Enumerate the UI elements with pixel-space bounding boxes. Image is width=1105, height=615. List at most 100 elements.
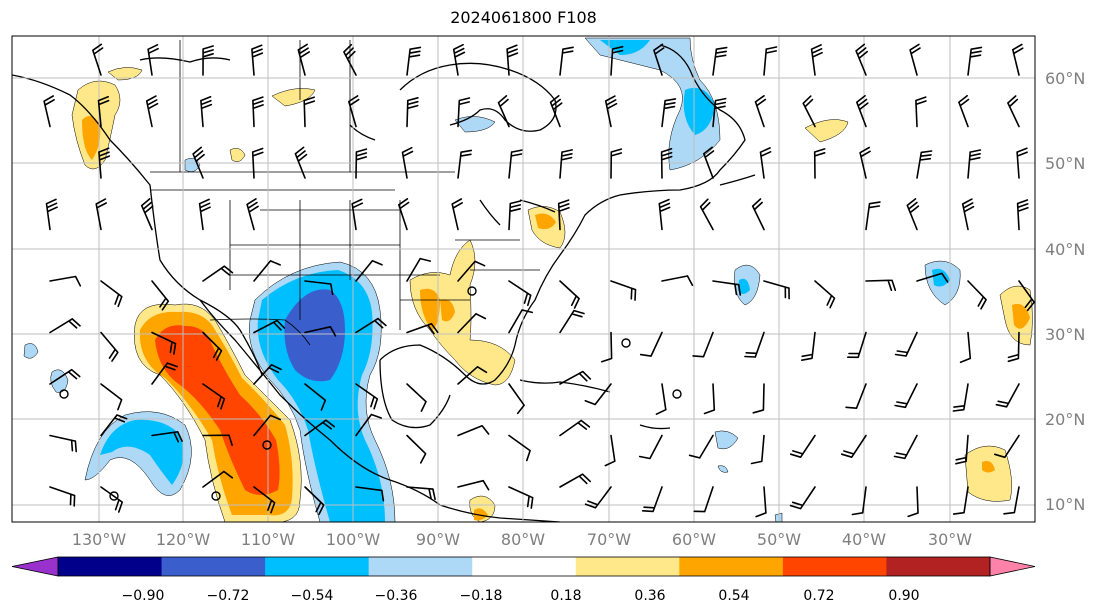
- wind-barb: [909, 43, 921, 76]
- lat-label: 40°N: [1045, 240, 1085, 259]
- wind-barb: [967, 280, 987, 310]
- wind-barb: [457, 425, 490, 437]
- wind-barb: [49, 368, 81, 385]
- negative-anomaly-region: [717, 465, 729, 473]
- longitude-labels: 130°W 120°W 110°W 100°W 90°W 80°W 70°W 6…: [72, 530, 972, 549]
- wind-barb: [457, 479, 490, 491]
- wind-barb: [508, 383, 525, 415]
- lon-label: 90°W: [416, 530, 460, 549]
- wind-barb: [251, 147, 264, 179]
- wind-barb: [406, 434, 427, 464]
- colorbar-extend-max: [989, 556, 1036, 577]
- wind-barb: [348, 95, 360, 128]
- wind-barb: [294, 146, 308, 179]
- wind-barb: [202, 470, 234, 488]
- colorbar-segment: [368, 557, 473, 576]
- positive-anomaly-region: [474, 508, 488, 521]
- wind-barb: [508, 149, 523, 179]
- wind-barb: [49, 434, 77, 453]
- wind-barb: [457, 97, 471, 128]
- wind-barb: [661, 275, 694, 286]
- wind-barb: [508, 280, 532, 307]
- lon-label: 70°W: [587, 530, 631, 549]
- colorbar-tick-label: 0.72: [803, 588, 834, 604]
- colorbar-tick-label: 0.18: [550, 588, 581, 604]
- wind-barb: [559, 309, 585, 334]
- wind-barb: [304, 419, 336, 437]
- wind-barb: [855, 43, 868, 76]
- wind-barb: [692, 331, 714, 358]
- wind-barb: [699, 198, 714, 231]
- wind-barb: [660, 148, 673, 179]
- wind-barb: [95, 198, 107, 231]
- wind-barb: [754, 95, 767, 128]
- negative-anomaly-region: [738, 278, 750, 294]
- wind-barb: [192, 146, 205, 179]
- wind-barb: [763, 46, 778, 76]
- wind-barb: [655, 383, 667, 415]
- wind-barb: [406, 486, 436, 501]
- wind-barb: [955, 434, 969, 465]
- colorbar: [11, 556, 1036, 577]
- wind-barb: [406, 323, 439, 335]
- wind-barb: [559, 46, 574, 76]
- wind-barb: [140, 198, 154, 231]
- wind-barb: [847, 331, 867, 359]
- wind-barb: [584, 486, 612, 509]
- wind-barb: [915, 96, 927, 128]
- colorbar-segment: [161, 557, 266, 576]
- wind-barb: [604, 95, 618, 128]
- wind-barb: [304, 326, 337, 337]
- colorbar-segment: [265, 557, 370, 576]
- wind-barb: [202, 265, 234, 282]
- wind-barb: [100, 486, 123, 513]
- wind-barb: [49, 486, 76, 507]
- wind-barb: [508, 486, 534, 509]
- wind-barb: [355, 486, 385, 502]
- wind-barb: [406, 46, 422, 76]
- wind-barb: [49, 275, 82, 287]
- positive-anomaly-region: [229, 148, 246, 162]
- wind-barb: [744, 331, 765, 358]
- colorbar-extend-min: [11, 556, 59, 577]
- wind-barb: [751, 198, 765, 231]
- lon-label: 80°W: [501, 530, 545, 549]
- colorbar-tick-labels: −0.90 −0.72 −0.54 −0.36 −0.18 0.18 0.36 …: [122, 588, 920, 604]
- wind-barb: [253, 364, 282, 385]
- wind-barb: [202, 434, 233, 446]
- wind-barb: [1007, 331, 1020, 363]
- wind-barb: [202, 45, 214, 76]
- wind-barb: [45, 198, 58, 231]
- wind-barb: [1012, 43, 1024, 76]
- wind-barb: [508, 309, 533, 334]
- wind-barb: [859, 146, 871, 179]
- wind-barb: [304, 486, 325, 516]
- wind-barb: [952, 486, 969, 515]
- negative-anomaly-region: [932, 268, 950, 287]
- positive-anomaly-region: [82, 116, 101, 160]
- calm-wind-markers: [59, 286, 682, 501]
- wind-barb: [688, 434, 714, 459]
- wind-barb: [610, 45, 624, 76]
- wind-barb: [151, 431, 183, 443]
- colorbar-segment: [575, 557, 680, 576]
- wind-barb: [814, 280, 836, 309]
- wind-barb: [801, 331, 816, 361]
- wind-barb: [894, 331, 918, 357]
- wind-barb: [559, 473, 591, 488]
- colorbar-tick-label: 0.90: [888, 588, 919, 604]
- wind-barb: [906, 198, 920, 231]
- wind-barb: [712, 97, 727, 128]
- wind-barb: [452, 43, 466, 76]
- wind-barb: [100, 331, 119, 362]
- wind-barb: [994, 434, 1020, 459]
- wind-barb: [893, 434, 918, 460]
- wind-barb: [693, 486, 714, 513]
- wind-barb: [840, 434, 867, 458]
- wind-barb: [967, 46, 983, 76]
- wind-barb: [297, 43, 310, 76]
- wind-barb: [43, 95, 55, 128]
- lon-label: 40°W: [842, 530, 886, 549]
- wind-barb: [457, 366, 488, 385]
